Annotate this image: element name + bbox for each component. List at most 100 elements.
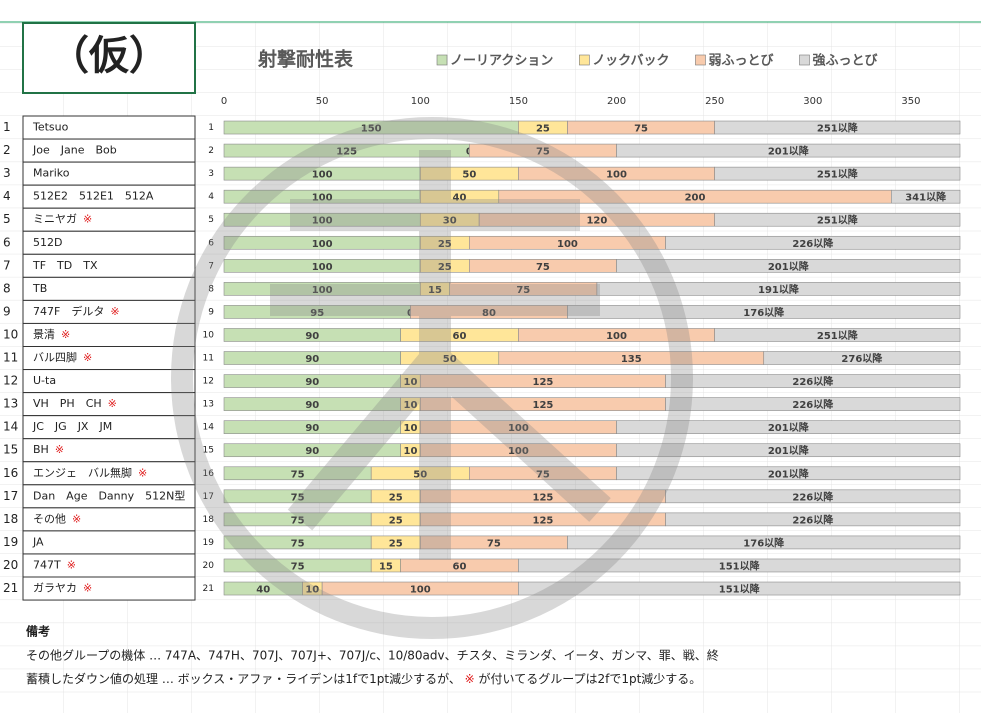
data-label: 226以降 bbox=[792, 513, 834, 526]
row-name: TB bbox=[32, 282, 47, 295]
note-mark: ※ bbox=[465, 672, 475, 686]
category-label: 7 bbox=[208, 261, 214, 271]
data-label: 10 bbox=[403, 446, 417, 457]
bar-segment-rest bbox=[616, 259, 961, 273]
bar-segment-rest bbox=[567, 305, 961, 319]
plot: 05010015020025030035011502575251以降212507… bbox=[203, 96, 961, 596]
row-name: Joe Jane Bob bbox=[32, 144, 117, 157]
bar-segment-rest bbox=[518, 581, 961, 596]
data-label: 15 bbox=[428, 285, 442, 296]
row-number: 10 bbox=[3, 327, 18, 341]
x-tick-label: 300 bbox=[803, 96, 822, 107]
data-label: 75 bbox=[291, 561, 305, 572]
bar-segment-rest bbox=[891, 189, 961, 204]
bar-segment-rest bbox=[518, 558, 961, 573]
data-label: 201以降 bbox=[768, 467, 810, 480]
bar-segment-rest bbox=[665, 235, 961, 250]
note-part: 蓄積したダウン値の処理 … ボックス・アファ・ライデンは1fで1pt減少するが、 bbox=[26, 671, 465, 686]
data-label: 75 bbox=[634, 124, 648, 135]
row-name: JC JG JX JM bbox=[32, 420, 112, 433]
data-label: 50 bbox=[462, 170, 476, 181]
row-name: ガラヤカ bbox=[33, 582, 77, 595]
row-number: 11 bbox=[3, 351, 18, 365]
row-number: 15 bbox=[3, 443, 18, 457]
x-tick-label: 200 bbox=[607, 96, 626, 107]
row-mark: ※ bbox=[61, 328, 70, 341]
row-name: BH bbox=[33, 443, 49, 456]
row-number: 14 bbox=[3, 420, 18, 434]
data-label: 60 bbox=[453, 561, 467, 572]
row-name: U-ta bbox=[33, 374, 56, 387]
row-number: 20 bbox=[3, 558, 18, 572]
bar-segment-rest bbox=[616, 466, 961, 481]
notes-title: 備考 bbox=[26, 624, 50, 639]
row-number: 6 bbox=[3, 235, 11, 249]
row-name: Dan Age Danny 512N型 bbox=[33, 488, 185, 502]
row-number: 1 bbox=[3, 120, 11, 134]
row-name: Tetsuo bbox=[32, 121, 69, 134]
data-label: 176以降 bbox=[743, 306, 785, 319]
data-label: 100 bbox=[606, 170, 627, 181]
data-label: 10 bbox=[403, 423, 417, 434]
data-label: 75 bbox=[536, 262, 550, 273]
data-label: 75 bbox=[487, 538, 501, 549]
data-label: 251以降 bbox=[817, 214, 859, 227]
data-label: 201以降 bbox=[768, 145, 810, 158]
x-tick-label: 100 bbox=[411, 96, 430, 107]
data-label: 15 bbox=[379, 561, 393, 572]
data-label: 100 bbox=[312, 170, 333, 181]
name-table: 1 Tetsuo 2 Joe Jane Bob 3 Mariko 4 512E2 512E1 … bbox=[3, 115, 196, 601]
data-label: 10 bbox=[403, 400, 417, 411]
x-tick-label: 0 bbox=[221, 96, 227, 107]
row-number: 8 bbox=[3, 281, 11, 295]
data-label: 10 bbox=[305, 585, 319, 596]
data-label: 90 bbox=[305, 377, 319, 388]
x-tick-label: 250 bbox=[705, 96, 724, 107]
data-label: 201以降 bbox=[768, 260, 810, 273]
data-label: 120 bbox=[586, 216, 607, 227]
legend-swatch bbox=[695, 54, 706, 66]
data-label: 125 bbox=[336, 147, 357, 158]
legend-label: ノックバック bbox=[592, 54, 669, 69]
data-label: 125 bbox=[532, 377, 553, 388]
category-label: 1 bbox=[208, 123, 214, 133]
data-label: 200 bbox=[685, 193, 706, 204]
data-label: 30 bbox=[443, 216, 457, 227]
header-strip bbox=[0, 0, 981, 22]
row-name: JA bbox=[32, 535, 44, 548]
row-name: その他 bbox=[33, 512, 66, 525]
row-mark: ※ bbox=[72, 512, 81, 525]
data-label: 201以降 bbox=[768, 444, 810, 457]
data-label: 100 bbox=[312, 239, 333, 250]
data-label: 135 bbox=[621, 354, 642, 365]
row-number: 19 bbox=[3, 535, 18, 549]
data-label: 25 bbox=[389, 538, 403, 549]
data-label: 75 bbox=[291, 538, 305, 549]
category-label: 6 bbox=[208, 238, 214, 248]
kari-box bbox=[22, 22, 196, 94]
row-number: 9 bbox=[3, 304, 11, 318]
data-label: 100 bbox=[508, 423, 529, 434]
row-number: 18 bbox=[3, 512, 18, 526]
data-label: 75 bbox=[291, 515, 305, 526]
row-number: 7 bbox=[3, 258, 11, 272]
data-label: 191以降 bbox=[758, 283, 800, 296]
data-label: 251以降 bbox=[817, 122, 859, 135]
data-label: 100 bbox=[508, 446, 529, 457]
bar-segment-rest bbox=[714, 120, 961, 135]
legend-swatch bbox=[799, 54, 810, 66]
bar-segment-rest bbox=[714, 328, 961, 342]
category-label: 18 bbox=[203, 515, 215, 525]
category-label: 17 bbox=[203, 492, 214, 502]
category-label: 8 bbox=[208, 284, 214, 294]
data-label: 125 bbox=[532, 400, 553, 411]
category-label: 16 bbox=[203, 469, 215, 479]
data-label: 90 bbox=[305, 400, 319, 411]
data-label: 10 bbox=[403, 377, 417, 388]
data-label: 75 bbox=[291, 492, 305, 503]
data-label: 75 bbox=[516, 285, 530, 296]
category-label: 19 bbox=[203, 538, 215, 548]
row-name: 747F デルタ bbox=[33, 304, 104, 318]
data-label: 100 bbox=[312, 285, 333, 296]
row-number: 2 bbox=[3, 143, 11, 157]
